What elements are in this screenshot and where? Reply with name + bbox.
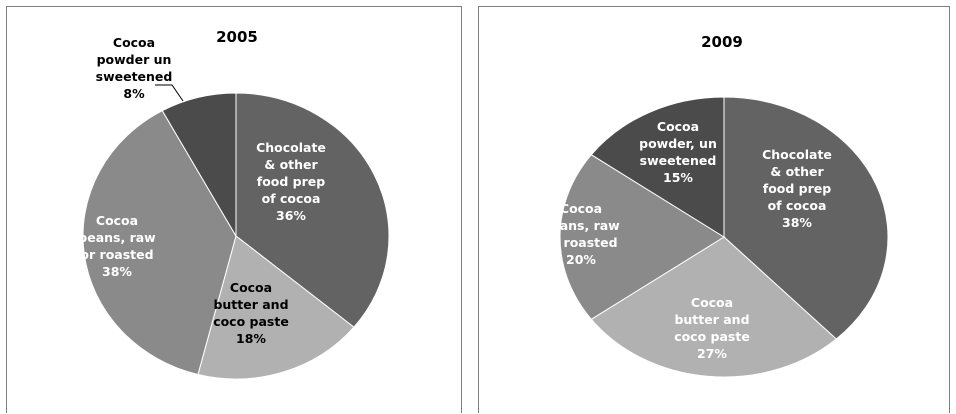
chart-panel-2005: 2005 Chocolate & other food prep of cocoa 36… [6,6,462,413]
slice-label-line: Chocolate [256,140,326,155]
pie-chart-2005: 2005 Chocolate & other food prep of cocoa 36… [78,28,390,380]
slice-label-line: of cocoa [768,198,827,213]
pie-chart-2009: 2009 Chocolate & other food prep of cocoa 38… [542,33,889,378]
slice-label-line: Cocoa [113,35,155,50]
pie-slice-0 [723,96,889,340]
slice-label-line: or roasted [80,247,153,262]
pie-slice-2 [559,154,725,320]
slice-label-2: Cocoa beans, raw or roasted 20% [542,201,620,267]
chart-panel-2009: 2009 Chocolate & other food prep of cocoa 38… [478,6,950,413]
leader-line [155,84,184,102]
slice-label-line: & other [264,157,318,172]
chart-title: 2009 [701,33,743,51]
slice-label-line: sweetened [640,153,717,168]
pie-slice-1 [197,235,355,380]
slice-label-line: food prep [763,181,832,196]
slice-label-line: Cocoa [230,280,272,295]
slice-percent: 15% [663,170,693,185]
slice-label-2: Cocoa beans, raw or roasted 38% [78,213,156,279]
slice-label-line: beans, raw [542,218,620,233]
pie-slice-0 [235,92,390,328]
slice-label-line: beans, raw [78,230,156,245]
pie-slices [559,96,889,378]
slice-label-0: Chocolate & other food prep of cocoa 38% [762,147,832,230]
slice-label-line: coco paste [213,314,289,329]
slice-label-3: Cocoa powder un sweetened 8% [96,35,173,101]
chart-title: 2005 [216,28,258,46]
pie-slices [82,92,390,380]
slice-label-line: of cocoa [262,191,321,206]
slice-label-line: butter and [674,312,749,327]
slice-label-line: butter and [213,297,288,312]
slice-label-3: Cocoa powder, un sweetened 15% [639,119,717,185]
slice-label-line: Cocoa [560,201,602,216]
slice-label-line: food prep [257,174,326,189]
slice-label-line: Cocoa [691,295,733,310]
pie-slice-3 [161,92,237,238]
slice-label-line: or roasted [544,235,617,250]
slice-label-line: & other [770,164,824,179]
slice-percent: 38% [782,215,812,230]
slice-percent: 36% [276,208,306,223]
slice-label-line: coco paste [674,329,750,344]
slice-label-line: Chocolate [762,147,832,162]
pie-slice-3 [590,96,725,238]
slice-percent: 38% [102,264,132,279]
slice-label-line: powder un [97,52,172,67]
slice-label-line: Cocoa [657,119,699,134]
slice-percent: 18% [236,331,266,346]
slice-label-line: sweetened [96,69,173,84]
slice-percent: 27% [697,346,727,361]
slice-label-0: Chocolate & other food prep of cocoa 36% [256,140,326,223]
slice-label-1: Cocoa butter and coco paste 27% [674,295,750,361]
slice-label-line: Cocoa [96,213,138,228]
slice-percent: 20% [566,252,596,267]
slice-label-line: powder, un [639,136,717,151]
pie-slice-1 [590,236,838,378]
slice-label-1: Cocoa butter and coco paste 18% [213,280,289,346]
pie-slice-2 [82,110,237,376]
slice-percent: 8% [123,86,145,101]
